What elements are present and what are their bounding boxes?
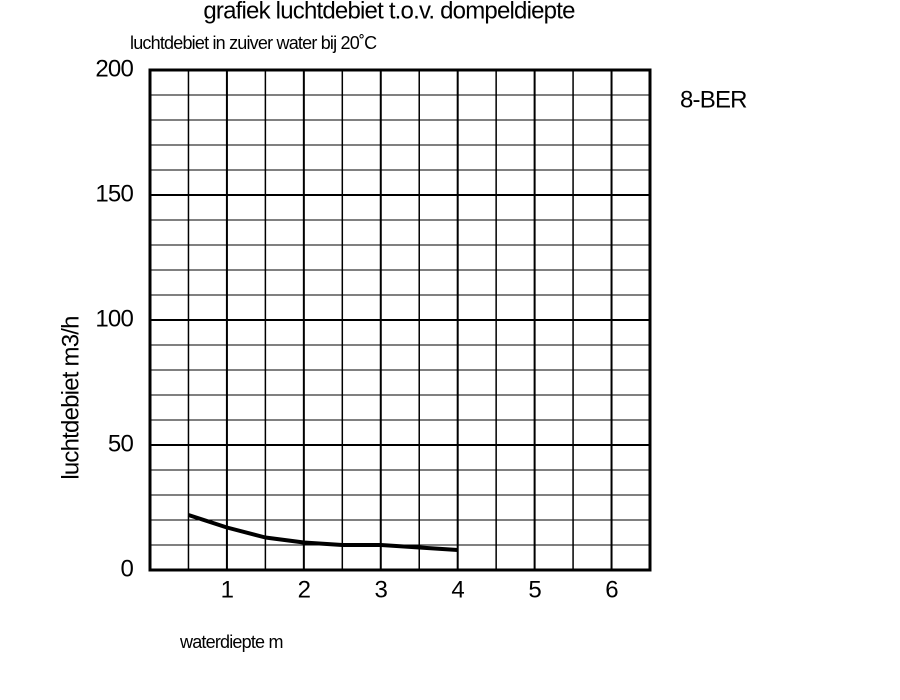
x-tick-label: 4	[451, 576, 464, 603]
x-tick-label: 6	[605, 576, 618, 603]
x-tick-label: 2	[298, 576, 311, 603]
y-axis-label: luchtdebiet m3/h	[57, 316, 84, 479]
y-tick-label: 50	[108, 430, 134, 457]
x-tick-label: 1	[221, 576, 234, 603]
x-tick-label: 3	[374, 576, 387, 603]
chart-title: grafiek luchtdebiet t.o.v. dompeldiepte	[203, 0, 575, 24]
chart-subtitle: luchtdebiet in zuiver water bij 20˚C	[130, 33, 377, 53]
y-tick-label: 0	[120, 555, 133, 582]
annotation: 8-BER	[680, 86, 747, 113]
y-tick-label: 150	[95, 180, 133, 207]
y-tick-label: 100	[95, 305, 133, 332]
plot-frame	[148, 68, 652, 572]
x-tick-label: 5	[528, 576, 541, 603]
y-tick-label: 200	[95, 55, 133, 82]
grid	[150, 69, 650, 571]
data-line	[187, 513, 458, 552]
x-axis-label: waterdiepte m	[179, 632, 283, 652]
